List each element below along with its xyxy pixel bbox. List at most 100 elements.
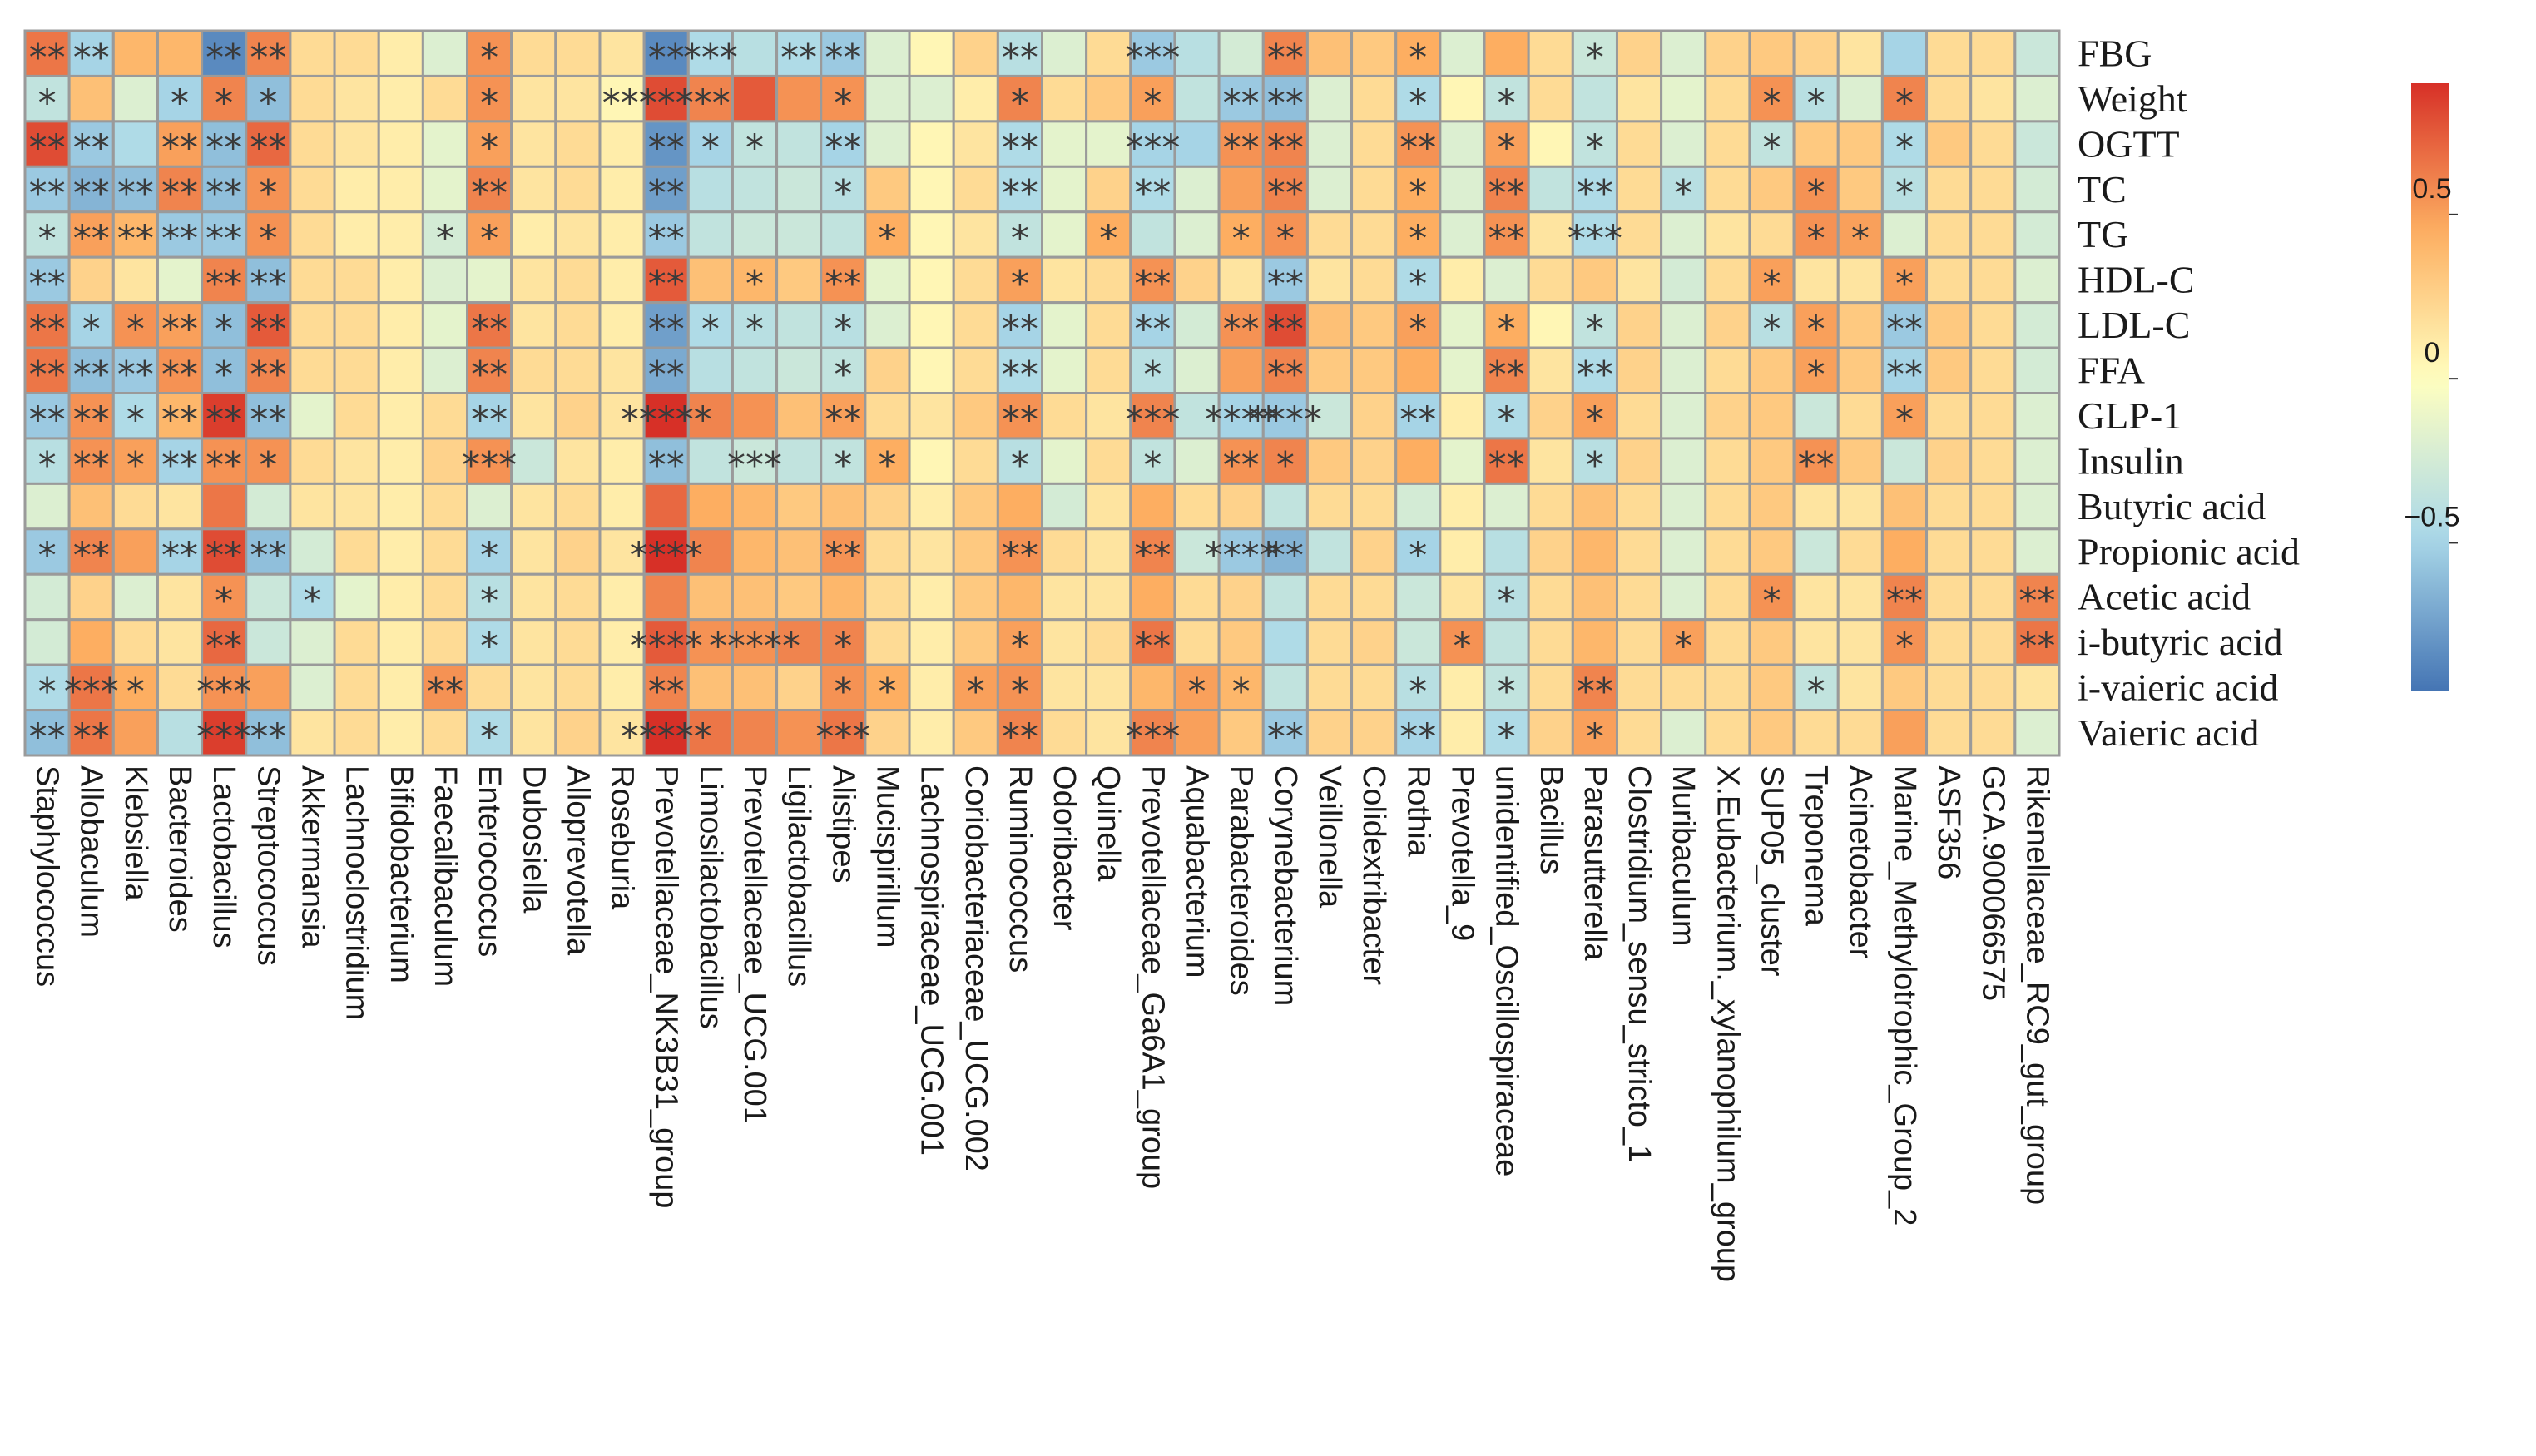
heatmap-cell <box>1880 709 1929 757</box>
heatmap-cell <box>775 709 823 757</box>
heatmap-cell <box>1880 437 1929 485</box>
heatmap-cell <box>1041 120 1088 168</box>
heatmap-cell <box>1969 29 2017 77</box>
significance-marker: * <box>1143 354 1162 396</box>
row-label: Insulin <box>2078 439 2184 482</box>
heatmap-cell <box>1173 618 1221 666</box>
heatmap-cell <box>201 663 248 712</box>
heatmap-cell <box>1439 527 1486 576</box>
significance-marker: ** <box>1488 444 1525 487</box>
significance-marker: ** <box>1886 354 1923 396</box>
heatmap-cell <box>731 29 779 77</box>
significance-marker: * <box>38 535 57 577</box>
heatmap-cell <box>377 663 424 712</box>
heatmap-cell <box>1615 165 1663 214</box>
heatmap-cell <box>67 482 115 531</box>
row-label: i-vaieric acid <box>2078 666 2278 709</box>
significance-marker: ** <box>1577 354 1613 396</box>
heatmap-cell <box>289 482 336 531</box>
heatmap-cell <box>1439 210 1486 259</box>
significance-marker: ** <box>1002 127 1038 170</box>
heatmap-cell <box>1969 120 2017 168</box>
significance-marker: ** <box>1577 172 1613 215</box>
heatmap-cell <box>421 120 469 168</box>
significance-marker: **** <box>1205 399 1278 441</box>
heatmap-cell <box>554 74 602 123</box>
heatmap-cell <box>1173 437 1221 485</box>
significance-marker: ** <box>29 308 66 350</box>
heatmap-cell <box>377 392 424 440</box>
heatmap-cell <box>1217 618 1265 666</box>
heatmap-cell <box>598 346 646 394</box>
heatmap-cell <box>952 29 999 77</box>
heatmap-cell <box>554 482 602 531</box>
heatmap-cell <box>1880 29 1929 77</box>
heatmap-cell <box>598 618 646 666</box>
heatmap-cell <box>1527 663 1574 712</box>
heatmap-cell <box>1085 392 1132 440</box>
heatmap-cell <box>775 663 823 712</box>
heatmap-cell <box>731 663 779 712</box>
heatmap-cell <box>686 663 734 712</box>
heatmap-cell <box>1660 663 1707 712</box>
significance-marker: * <box>1498 308 1516 350</box>
significance-marker: ** <box>2018 626 2055 668</box>
column-label: Enterococcus <box>472 765 507 957</box>
heatmap-cell <box>1925 210 1973 259</box>
column-label: Alloprevotella <box>560 765 595 956</box>
heatmap-cell <box>775 618 823 666</box>
heatmap-cell <box>510 663 557 712</box>
significance-marker: ** <box>73 172 110 215</box>
heatmap-cell <box>554 255 602 305</box>
heatmap-cell <box>554 165 602 214</box>
significance-markers: ** ** ** ** * ***** ** ** ** *** ** * ** * * * * ******* *… <box>29 37 2056 759</box>
column-label: Prevotellaceae_UCG.001 <box>737 765 772 1124</box>
significance-marker: ** <box>29 354 66 396</box>
heatmap-cell <box>775 572 823 622</box>
heatmap-cell <box>1041 618 1088 666</box>
heatmap-cell <box>952 301 999 349</box>
significance-marker: ** <box>206 172 242 215</box>
heatmap-cell <box>1439 120 1486 168</box>
heatmap-cell <box>1925 482 1973 531</box>
heatmap-cell <box>1704 301 1751 349</box>
heatmap-cell <box>1704 618 1751 666</box>
heatmap-cell <box>466 255 513 305</box>
significance-marker: ** <box>825 127 861 170</box>
heatmap-cell <box>1925 301 1973 349</box>
column-label: unidentified_Oscillospiraceae <box>1489 765 1524 1176</box>
heatmap-cell <box>1394 709 1442 757</box>
heatmap-cell <box>1748 663 1796 712</box>
heatmap-cell <box>289 346 336 394</box>
heatmap-cell <box>1925 346 1973 394</box>
significance-marker: * <box>1409 172 1427 215</box>
heatmap-cells <box>23 29 2061 757</box>
heatmap-cell <box>1394 301 1442 349</box>
heatmap-cell <box>2013 392 2061 440</box>
significance-marker: ** <box>825 535 861 577</box>
significance-marker: *** <box>683 37 738 79</box>
heatmap-cell <box>642 572 690 622</box>
heatmap-cell <box>1925 572 1973 622</box>
heatmap-cell <box>377 572 424 622</box>
significance-marker: ** <box>73 354 110 396</box>
heatmap-cell <box>996 482 1043 531</box>
significance-marker: * <box>82 308 101 350</box>
heatmap-cell <box>1305 663 1354 712</box>
column-label: Rikenellaceae_RC9_gut_group <box>2019 765 2054 1205</box>
significance-marker: ** <box>73 716 110 758</box>
colorbar-tick-label: 0.5 <box>2412 173 2451 205</box>
significance-marker: * <box>259 82 277 124</box>
heatmap-cell <box>952 572 999 622</box>
heatmap-cell <box>2013 572 2061 622</box>
significance-marker: ** <box>648 671 685 713</box>
column-label: SUP05_cluster <box>1755 765 1790 977</box>
column-label: Bifidobacterium <box>384 765 419 983</box>
heatmap-cell <box>775 346 823 394</box>
significance-marker: * <box>1498 127 1516 170</box>
heatmap-cell <box>1527 74 1574 123</box>
heatmap-cell <box>1085 74 1132 123</box>
heatmap-cell <box>1261 74 1309 123</box>
heatmap-cell <box>1925 709 1973 757</box>
significance-marker: ** <box>648 172 685 215</box>
